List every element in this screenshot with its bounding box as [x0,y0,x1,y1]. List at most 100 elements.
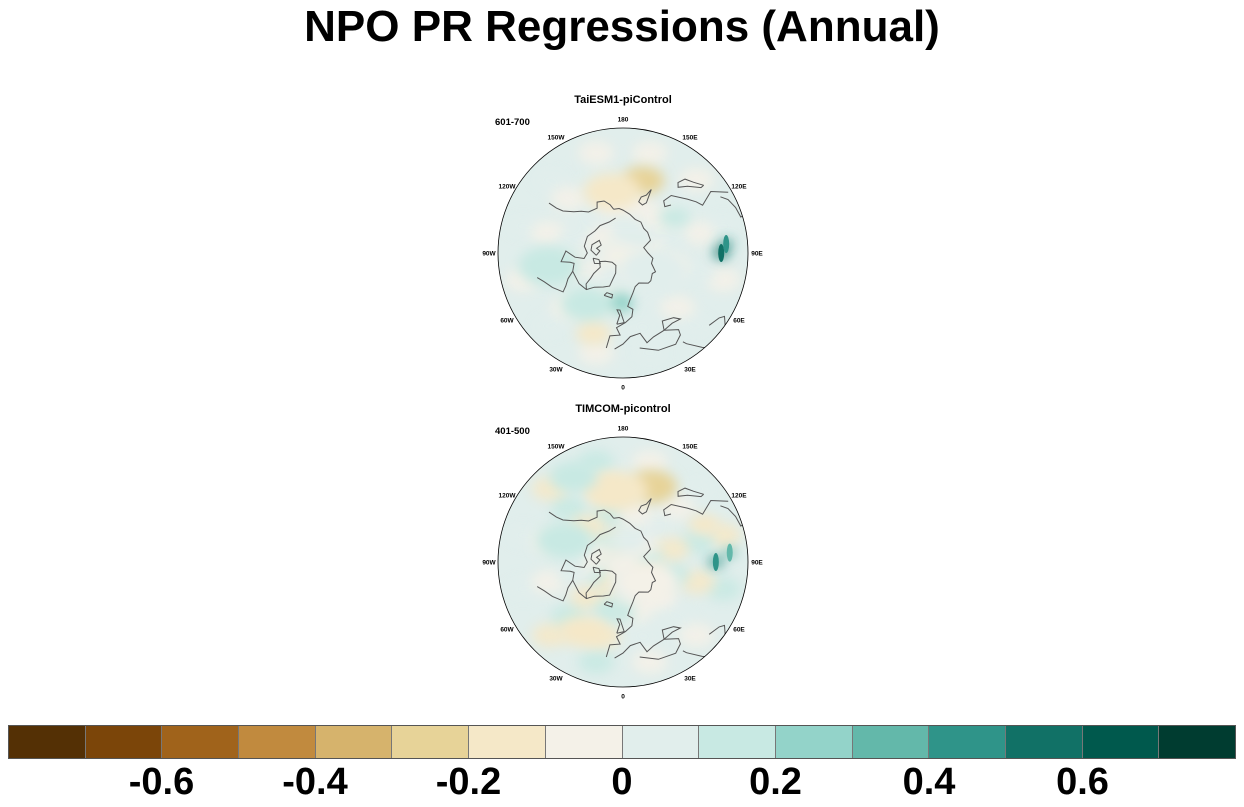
coastline [548,200,615,213]
anomaly-core [726,543,733,562]
longitude-label: 60W [500,318,514,325]
coastline [590,548,602,565]
anomaly-core [718,244,725,262]
colorbar-box [929,726,1006,758]
longitude-label: 150W [548,135,566,142]
colorbar-box [239,726,316,758]
anomaly-centre [560,287,614,321]
colorbar-box [162,726,240,758]
longitude-label: 90W [482,251,496,258]
longitude-label: 180 [618,117,629,124]
colorbar-box [775,726,853,758]
coastline [677,487,705,498]
anomaly-centre [658,207,690,227]
colorbar-tick-label: 0.4 [902,761,956,803]
colorbar [8,725,1236,759]
anomaly-centre [585,471,648,511]
coastline [614,638,681,660]
anomaly-centre [535,522,593,559]
anomaly-centre [620,249,687,292]
anomaly-core [712,553,719,571]
longitude-label: 150E [682,135,698,142]
coastline [616,309,625,325]
colorbar-box [1159,726,1235,758]
panel-years: 601-700 [495,117,530,128]
coastline [638,498,652,515]
coastline [572,569,617,600]
field-patch [611,218,648,243]
field-patch [631,341,668,366]
field-patch [624,624,661,649]
coastline [661,317,682,331]
field-patch [631,140,668,165]
longitude-label: 60E [733,627,745,634]
coastline [677,178,705,189]
field-patch [611,527,648,552]
coastline [592,566,602,574]
field-patch [631,650,668,675]
map-panel-2: TIMCOM-picontrol 401-500 180 150E 120E 90E 6… [470,403,776,709]
longitude-label: 30W [549,367,563,374]
longitude-label: 90W [482,560,496,567]
coastline [663,190,729,208]
longitude-label: 60W [500,627,514,634]
coastline [536,526,616,602]
longitude-label: 0 [621,385,625,392]
coastline [590,239,602,256]
map-border [497,436,749,688]
anomaly-centre [583,173,641,210]
longitude-label: 120W [499,184,517,191]
longitude-label: 0 [621,694,625,701]
anomaly-centre [616,563,679,603]
anomaly-centre [688,514,720,535]
anomaly-centre [576,322,612,345]
colorbar-tick-label: 0.6 [1056,761,1109,803]
longitude-label: 90E [751,560,763,567]
coastline [592,257,602,265]
longitude-label: 120W [499,493,517,500]
field-patch [659,604,696,629]
polar-map: 180 150E 120E 90E 60E 30E 0 30W 60W 90W 120W 150W [482,117,763,392]
colorbar-tick-label: -0.6 [128,761,195,803]
longitude-label: 30E [684,367,696,374]
coastline [536,217,616,293]
field-patch [631,449,668,474]
field-patch [531,167,568,192]
longitude-label: 120E [731,184,747,191]
longitude-label: 30W [549,676,563,683]
coastline [572,260,617,291]
panel-years: 401-500 [495,426,530,437]
field-patch [550,186,587,211]
longitude-label: 120E [731,493,747,500]
longitude-label: 60E [733,318,745,325]
field-patch [659,495,696,520]
longitude-label: 30E [684,676,696,683]
anomaly-centre [549,461,599,493]
field-patch [550,495,587,520]
anomaly-centre [558,616,608,647]
colorbar-tick-label: 0 [611,761,633,803]
coastline [663,499,729,517]
colorbar-box [622,726,700,758]
colorbar-tick-label: -0.2 [435,761,502,803]
colorbar-tick-label: -0.4 [282,761,348,803]
field-patch [678,314,715,339]
field-patch [531,314,568,339]
colorbar-box [1005,726,1083,758]
colorbar-box [699,726,776,758]
coastline [603,601,614,608]
polar-map: 180 150E 120E 90E 60E 30E 0 30W 60W 90W 120W 150W [482,426,763,701]
coastline [605,207,657,349]
colorbar-box [469,726,546,758]
coastline [548,509,615,522]
longitude-label: 150W [548,444,566,451]
coastline [638,189,652,206]
map-border [497,127,749,379]
field-patch [578,140,615,165]
panel-title: TIMCOM-picontrol [575,403,671,415]
anomaly-core [723,234,730,253]
coastline [605,516,657,658]
anomaly-centre [518,246,580,286]
coastline [603,292,614,299]
colorbar-box [9,726,86,758]
